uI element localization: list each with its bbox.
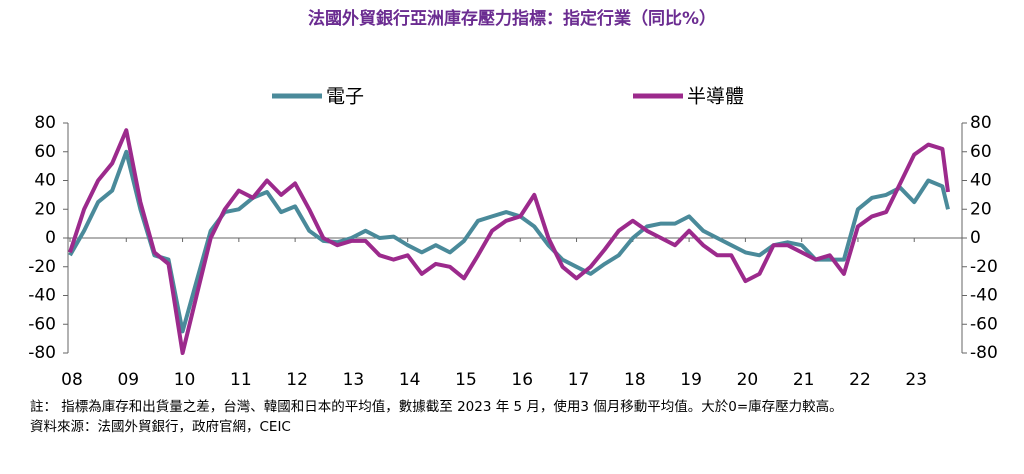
y-tick-label: 60 bbox=[34, 142, 56, 162]
source: 資料來源：法國外貿銀行，政府官網，CEIC bbox=[30, 419, 291, 435]
x-tick-label: 17 bbox=[568, 370, 590, 390]
y-tick-label: -60 bbox=[28, 314, 56, 334]
y2-tick-label: 40 bbox=[970, 171, 992, 191]
x-tick-label: 12 bbox=[286, 370, 308, 390]
y-tick-label: -20 bbox=[28, 257, 56, 277]
series-line bbox=[68, 149, 950, 334]
x-tick-label: 11 bbox=[230, 370, 252, 390]
x-tick-label: 14 bbox=[399, 370, 421, 390]
legend-label: 電子 bbox=[326, 86, 364, 108]
x-tick-label: 18 bbox=[624, 370, 646, 390]
y-tick-label: 0 bbox=[45, 228, 56, 248]
x-tick-label: 15 bbox=[455, 370, 477, 390]
x-tick-label: 22 bbox=[849, 370, 871, 390]
x-tick-label: 21 bbox=[793, 370, 815, 390]
y2-tick-label: 80 bbox=[970, 113, 992, 133]
y2-tick-label: -20 bbox=[970, 257, 998, 277]
x-tick-label: 13 bbox=[343, 370, 365, 390]
y-tick-label: 80 bbox=[34, 113, 56, 133]
x-tick-label: 20 bbox=[737, 370, 759, 390]
note: 註： 指標為庫存和出貨量之差，台灣、韓國和日本的平均值，數據截至 2023 年 … bbox=[30, 398, 843, 415]
y-tick-label: 40 bbox=[34, 171, 56, 191]
y-tick-label: -80 bbox=[28, 343, 56, 363]
x-tick-label: 23 bbox=[905, 370, 927, 390]
legend-label: 半導體 bbox=[687, 86, 744, 108]
x-tick-label: 19 bbox=[680, 370, 702, 390]
y2-tick-label: -60 bbox=[970, 314, 998, 334]
y2-tick-label: -80 bbox=[970, 343, 998, 363]
y-tick-label: -40 bbox=[28, 286, 56, 306]
x-tick-label: 16 bbox=[511, 370, 533, 390]
y-tick-label: 20 bbox=[34, 199, 56, 219]
x-tick-label: 10 bbox=[174, 370, 196, 390]
y2-tick-label: 60 bbox=[970, 142, 992, 162]
x-tick-label: 09 bbox=[117, 370, 139, 390]
y2-tick-label: 0 bbox=[970, 228, 981, 248]
series-line bbox=[68, 128, 950, 355]
y2-tick-label: -40 bbox=[970, 286, 998, 306]
x-tick-label: 08 bbox=[61, 370, 83, 390]
chart-title: 法國外貿銀行亞洲庫存壓力指標：指定行業（同比%） bbox=[308, 8, 716, 29]
y2-tick-label: 20 bbox=[970, 199, 992, 219]
